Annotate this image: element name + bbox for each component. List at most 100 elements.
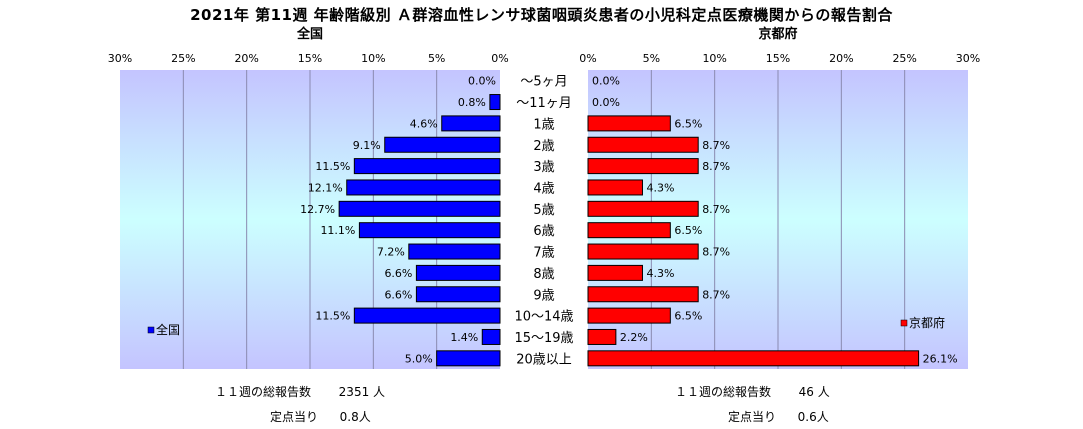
- national-panel-title: 全国: [296, 26, 323, 42]
- kyoto-total-value: 46 人: [798, 385, 830, 399]
- national-total-reports: １１週の総報告数 2351 人: [215, 383, 385, 400]
- national-bars: 0.0%0.8%4.6%9.1%11.5%12.1%12.7%11.1%7.2%…: [300, 75, 501, 367]
- national-per-site: 定点当り 0.8人: [270, 408, 371, 425]
- kyoto-bar: [587, 136, 699, 153]
- national-value-label: 0.8%: [458, 96, 486, 109]
- kyoto-value-label: 8.7%: [702, 246, 730, 259]
- national-value-label: 0.0%: [468, 75, 496, 88]
- national-value-label: 11.5%: [315, 160, 350, 173]
- national-value-label: 11.1%: [320, 224, 355, 237]
- national-value-label: 9.1%: [353, 139, 381, 152]
- national-bar: [346, 179, 501, 196]
- national-bar: [353, 307, 501, 324]
- age-category-label: 1歳: [533, 117, 554, 132]
- kyoto-value-label: 6.5%: [674, 224, 702, 237]
- national-bar: [441, 115, 501, 132]
- age-category-label: 15〜19歳: [514, 331, 573, 346]
- age-category-label: 6歳: [533, 224, 554, 239]
- kyoto-tick-label: 5%: [643, 52, 660, 65]
- age-category-label: 2歳: [533, 139, 554, 154]
- kyoto-per-site: 定点当り 0.6人: [728, 408, 829, 425]
- kyoto-value-label: 8.7%: [702, 203, 730, 216]
- kyoto-bar: [587, 350, 920, 367]
- kyoto-axis-ticks: 0% 5% 10% 15% 20% 25% 30%: [579, 52, 980, 65]
- national-value-label: 6.6%: [384, 267, 412, 280]
- national-bar: [358, 222, 501, 239]
- age-category-label: 20歳以上: [516, 352, 572, 367]
- national-tick-label: 15%: [298, 52, 322, 65]
- kyoto-tick-label: 30%: [956, 52, 980, 65]
- national-bar: [338, 200, 501, 217]
- national-total-value: 2351 人: [338, 385, 386, 399]
- kyoto-value-label: 26.1%: [923, 352, 958, 365]
- national-value-label: 5.0%: [405, 352, 433, 365]
- kyoto-total-label: １１週の総報告数: [675, 385, 772, 399]
- kyoto-value-label: 0.0%: [592, 75, 620, 88]
- national-legend-swatch: [147, 326, 155, 334]
- national-value-label: 11.5%: [315, 310, 350, 323]
- kyoto-bar: [587, 115, 671, 132]
- kyoto-total-reports: １１週の総報告数 46 人: [675, 383, 830, 400]
- kyoto-tick-label: 0%: [579, 52, 596, 65]
- age-category-label: 8歳: [533, 267, 554, 282]
- kyoto-value-label: 6.5%: [674, 117, 702, 130]
- kyoto-bar: [587, 158, 699, 175]
- kyoto-tick-label: 25%: [892, 52, 916, 65]
- national-tick-label: 5%: [428, 52, 445, 65]
- kyoto-value-label: 8.7%: [702, 160, 730, 173]
- national-bar: [489, 94, 501, 111]
- kyoto-bar: [587, 307, 671, 324]
- kyoto-tick-label: 20%: [829, 52, 853, 65]
- national-value-label: 4.6%: [410, 117, 438, 130]
- age-category-label: 〜11ヶ月: [516, 96, 572, 111]
- chart-title: 2021年 第11週 年齢階級別 Ａ群溶血性レンサ球菌咽頭炎患者の小児科定点医療…: [190, 6, 893, 24]
- kyoto-tick-label: 15%: [766, 52, 790, 65]
- national-tick-label: 0%: [491, 52, 508, 65]
- national-bar: [384, 136, 501, 153]
- age-category-label: 3歳: [533, 160, 554, 175]
- kyoto-per-site-label: 定点当り: [728, 410, 777, 424]
- national-value-label: 12.1%: [308, 181, 343, 194]
- age-category-label: 5歳: [533, 203, 554, 218]
- national-axis-ticks: 0% 5% 10% 15% 20% 25% 30%: [108, 52, 509, 65]
- kyoto-bars: 0.0%0.0%6.5%8.7%8.7%4.3%8.7%6.5%8.7%4.3%…: [587, 75, 958, 367]
- kyoto-bar: [587, 179, 643, 196]
- kyoto-legend-label: 京都府: [909, 315, 945, 330]
- kyoto-bar: [587, 286, 699, 303]
- kyoto-bar: [587, 328, 617, 345]
- kyoto-value-label: 4.3%: [646, 267, 674, 280]
- national-bar: [415, 286, 501, 303]
- kyoto-bar: [587, 200, 699, 217]
- age-category-label: 10〜14歳: [514, 310, 573, 325]
- national-total-label: １１週の総報告数: [215, 385, 312, 399]
- national-value-label: 1.4%: [450, 331, 478, 344]
- national-legend: 全国: [147, 322, 180, 337]
- kyoto-per-site-value: 0.6人: [797, 410, 829, 424]
- national-value-label: 12.7%: [300, 203, 335, 216]
- kyoto-value-label: 8.7%: [702, 139, 730, 152]
- national-per-site-value: 0.8人: [339, 410, 371, 424]
- kyoto-bar: [587, 243, 699, 260]
- kyoto-bar: [587, 222, 671, 239]
- national-bar: [353, 158, 501, 175]
- kyoto-tick-label: 10%: [702, 52, 726, 65]
- national-tick-label: 30%: [108, 52, 132, 65]
- national-tick-label: 20%: [234, 52, 258, 65]
- national-legend-label: 全国: [156, 322, 180, 337]
- national-bar: [415, 264, 501, 281]
- national-bar: [408, 243, 501, 260]
- national-value-label: 7.2%: [377, 246, 405, 259]
- age-category-label: 〜5ヶ月: [520, 75, 567, 90]
- national-tick-label: 25%: [171, 52, 195, 65]
- national-bar: [436, 350, 501, 367]
- kyoto-value-label: 6.5%: [674, 310, 702, 323]
- kyoto-bar: [587, 264, 643, 281]
- national-tick-label: 10%: [361, 52, 385, 65]
- kyoto-legend: 京都府: [900, 315, 945, 330]
- national-bar: [481, 328, 501, 345]
- kyoto-value-label: 8.7%: [702, 288, 730, 301]
- age-category-label: 9歳: [533, 288, 554, 303]
- age-category-label: 4歳: [533, 181, 554, 196]
- kyoto-value-label: 4.3%: [646, 181, 674, 194]
